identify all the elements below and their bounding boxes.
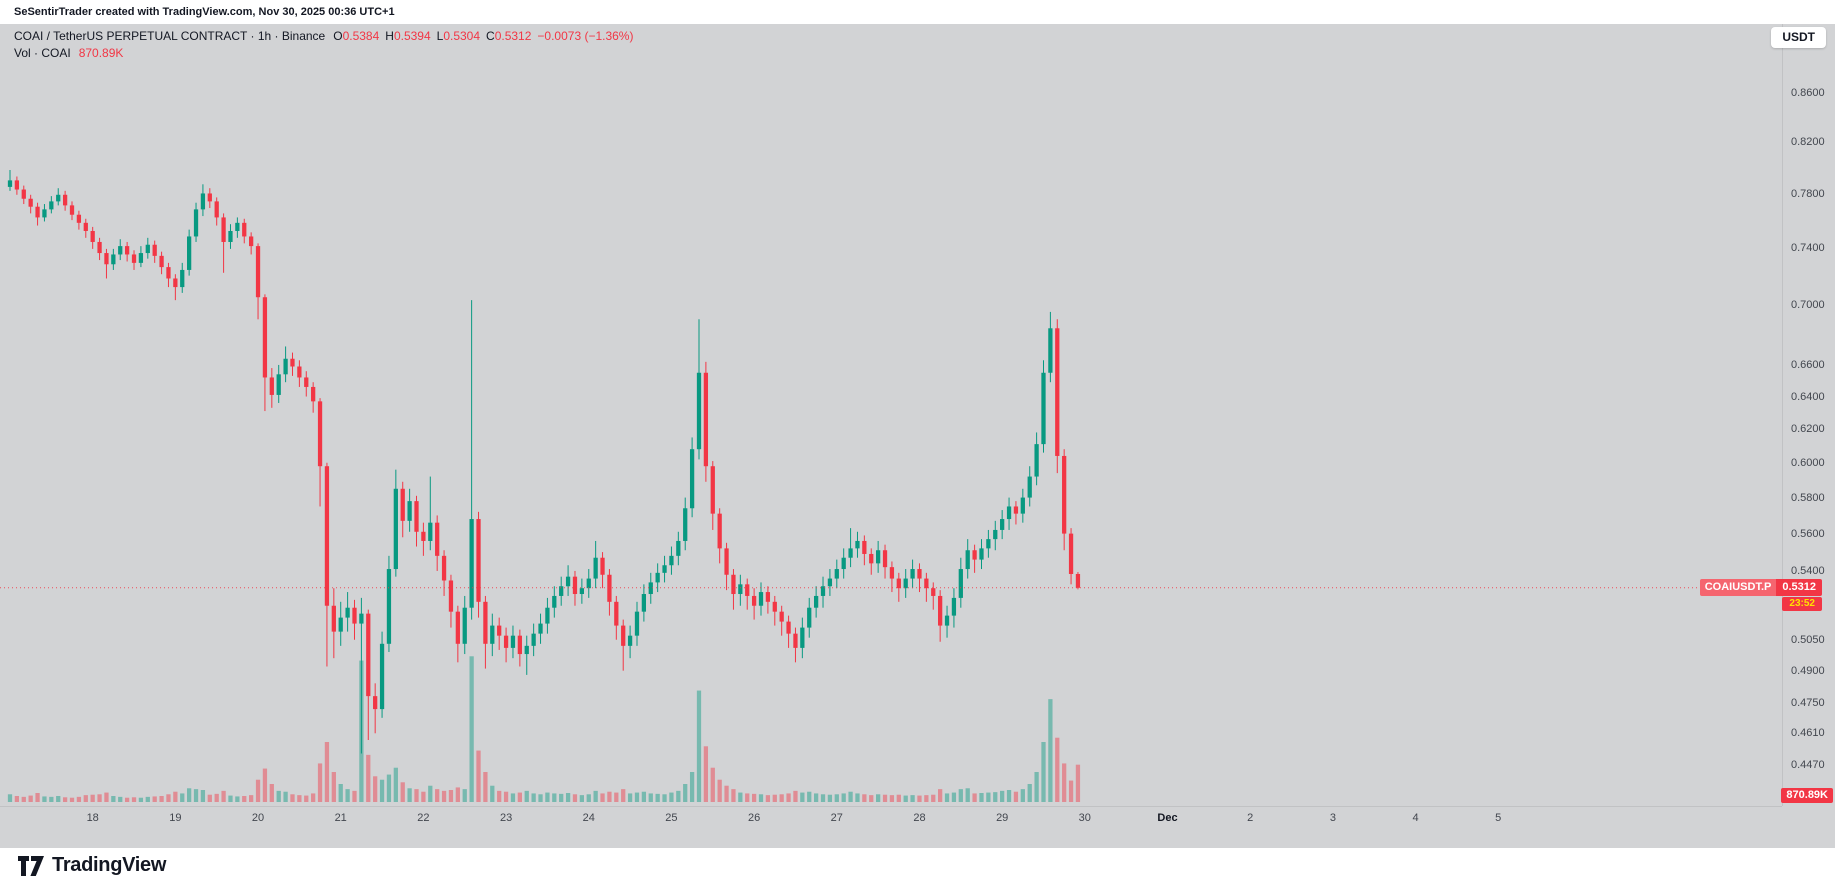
time-axis-label: 20: [251, 812, 265, 824]
legend-symbol-row: COAI / TetherUS PERPETUAL CONTRACT · 1h …: [14, 28, 633, 43]
price-label-symbol: COAIUSDT.P: [1699, 578, 1777, 596]
high-label: H: [385, 28, 394, 43]
candles: [7, 170, 1081, 754]
price-axis-label: 0.4750: [1791, 696, 1825, 709]
time-axis-label: 28: [913, 812, 926, 824]
time-axis-label: 5: [1495, 812, 1502, 824]
price-axis-label: 0.6000: [1791, 456, 1825, 469]
price-axis-label: 0.8200: [1791, 136, 1825, 149]
time-axis-label: 3: [1329, 812, 1336, 824]
price-axis-label: 0.6600: [1791, 358, 1825, 371]
watermark-bar: SeSentirTrader created with TradingView.…: [0, 0, 1835, 24]
price-axis-label: 0.7800: [1791, 187, 1825, 200]
time-axis-label: 19: [169, 812, 182, 824]
price-axis-label: 0.5050: [1791, 633, 1825, 646]
last-price-row: COAIUSDT.P 0.5312: [1699, 578, 1822, 596]
time-axis-label: 24: [582, 812, 595, 824]
price-axis-label: 0.5600: [1791, 527, 1825, 540]
price-axis-label: 0.5800: [1791, 491, 1825, 504]
open-label: O: [333, 28, 343, 43]
price-label-value: 0.5312: [1776, 578, 1822, 596]
last-price-label: COAIUSDT.P 0.5312 23:52: [1699, 578, 1822, 611]
time-axis[interactable]: 18 19 20 21 22 23 24 25 26 27 28 29 30 Dec 2 3 4 5: [0, 806, 1782, 833]
time-axis-label: 29: [996, 812, 1009, 824]
symbol-description[interactable]: COAI / TetherUS PERPETUAL CONTRACT · 1h …: [14, 28, 326, 43]
volume-bars: [7, 656, 1081, 802]
price-axis-label: 0.4610: [1791, 727, 1825, 740]
high-value: 0.5394: [393, 28, 431, 43]
price-axis-label: 0.7400: [1791, 241, 1825, 254]
open-value: 0.5384: [342, 28, 380, 43]
currency-toggle-button[interactable]: USDT: [1771, 27, 1826, 48]
time-axis-label: Dec: [1157, 812, 1178, 824]
time-axis-label: 21: [334, 812, 347, 824]
volume-axis-label: 870.89K: [1781, 788, 1833, 803]
time-axis-label: 18: [86, 812, 99, 824]
price-axis-label: 0.4470: [1791, 759, 1825, 771]
ohlc-close: C0.5312: [486, 29, 531, 43]
price-axis-label: 0.4900: [1791, 664, 1825, 677]
time-axis-label: 30: [1078, 812, 1091, 824]
close-label: C: [486, 28, 495, 43]
close-value: 0.5312: [494, 28, 532, 43]
watermark-text: SeSentirTrader created with TradingView.…: [14, 6, 395, 18]
volume-indicator-title[interactable]: Vol · COAI: [14, 45, 71, 60]
low-label: L: [436, 28, 444, 43]
price-axis-label: 0.6400: [1791, 390, 1825, 403]
time-axis-label: 4: [1412, 812, 1419, 824]
volume-indicator-value: 870.89K: [78, 45, 124, 60]
ohlc-open: O0.5384: [333, 29, 379, 43]
price-axis-label: 0.7000: [1791, 298, 1825, 311]
low-value: 0.5304: [443, 28, 481, 43]
price-axis[interactable]: 0.8600 0.8200 0.7800 0.7400 0.7000 0.6600 0.64…: [1782, 24, 1835, 806]
time-axis-label: 22: [417, 812, 430, 824]
time-axis-label: 23: [499, 812, 513, 824]
tradingview-logo[interactable]: TradingView: [18, 854, 166, 877]
legend: COAI / TetherUS PERPETUAL CONTRACT · 1h …: [14, 28, 633, 62]
footer: TradingView: [0, 848, 1835, 883]
legend-volume-row: Vol · COAI 870.89K: [14, 45, 633, 60]
bar-countdown: 23:52: [1782, 596, 1822, 611]
time-axis-label: 27: [830, 812, 843, 824]
change-value: −0.0073 (−1.36%): [537, 28, 634, 43]
ohlc-high: H0.5394: [385, 29, 430, 43]
tradingview-brand-text: TradingView: [52, 854, 167, 876]
ohlc-low: L0.5304: [437, 29, 480, 43]
time-axis-label: 26: [747, 812, 761, 824]
time-axis-label: 2: [1247, 812, 1254, 824]
price-axis-label: 0.8600: [1791, 87, 1825, 100]
price-axis-label: 0.6200: [1791, 423, 1825, 436]
time-axis-label: 25: [665, 812, 678, 824]
tradingview-logo-icon: [18, 855, 44, 876]
price-axis-label: 0.5400: [1791, 564, 1825, 577]
